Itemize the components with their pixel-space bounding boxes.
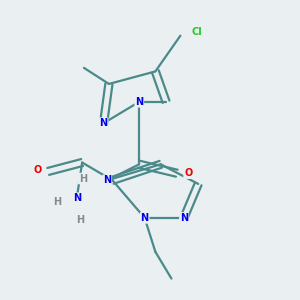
Text: N: N xyxy=(103,176,111,185)
Text: N: N xyxy=(180,213,188,223)
Text: H: H xyxy=(76,214,84,225)
Text: O: O xyxy=(184,168,192,178)
Text: N: N xyxy=(100,118,108,128)
Text: H: H xyxy=(79,174,87,184)
Text: N: N xyxy=(141,213,149,223)
Text: H: H xyxy=(53,197,61,207)
Text: N: N xyxy=(73,193,81,203)
Text: N: N xyxy=(135,97,143,107)
Text: Cl: Cl xyxy=(191,27,202,37)
Text: O: O xyxy=(33,165,42,175)
